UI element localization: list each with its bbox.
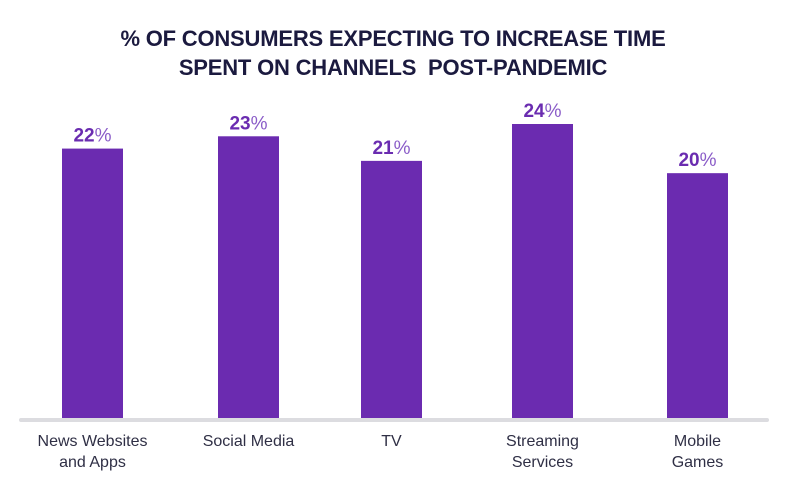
category-label-1: Social Media	[203, 433, 295, 450]
category-labels-group: News Websites and Apps Social Media TV Strea…	[38, 433, 724, 471]
chart-title-line-1: % OF CONSUMERS EXPECTING TO INCREASE TIM…	[120, 26, 666, 51]
value-label-3: 24%	[523, 101, 561, 122]
category-label-4: Mobile Games	[672, 433, 724, 471]
value-labels-group: 22% 23% 21% 24% 20%	[73, 101, 716, 171]
bar-3	[512, 124, 573, 419]
category-label-3: Streaming Services	[506, 433, 579, 471]
bar-1	[218, 136, 279, 419]
value-label-2: 21%	[372, 138, 410, 159]
bar-2	[361, 160, 422, 419]
chart-title: % OF CONSUMERS EXPECTING TO INCREASE TIM…	[0, 24, 786, 82]
category-label-2: TV	[381, 433, 402, 450]
value-label-4: 20%	[678, 150, 716, 171]
value-label-0: 22%	[73, 126, 111, 147]
chart-title-line-2: SPENT ON CHANNELS POST-PANDEMIC	[178, 55, 608, 80]
bar-4	[667, 173, 728, 419]
bar-0	[62, 148, 123, 420]
value-label-1: 23%	[229, 113, 267, 134]
bars-group	[62, 124, 728, 420]
category-label-0: News Websites and Apps	[38, 433, 148, 471]
